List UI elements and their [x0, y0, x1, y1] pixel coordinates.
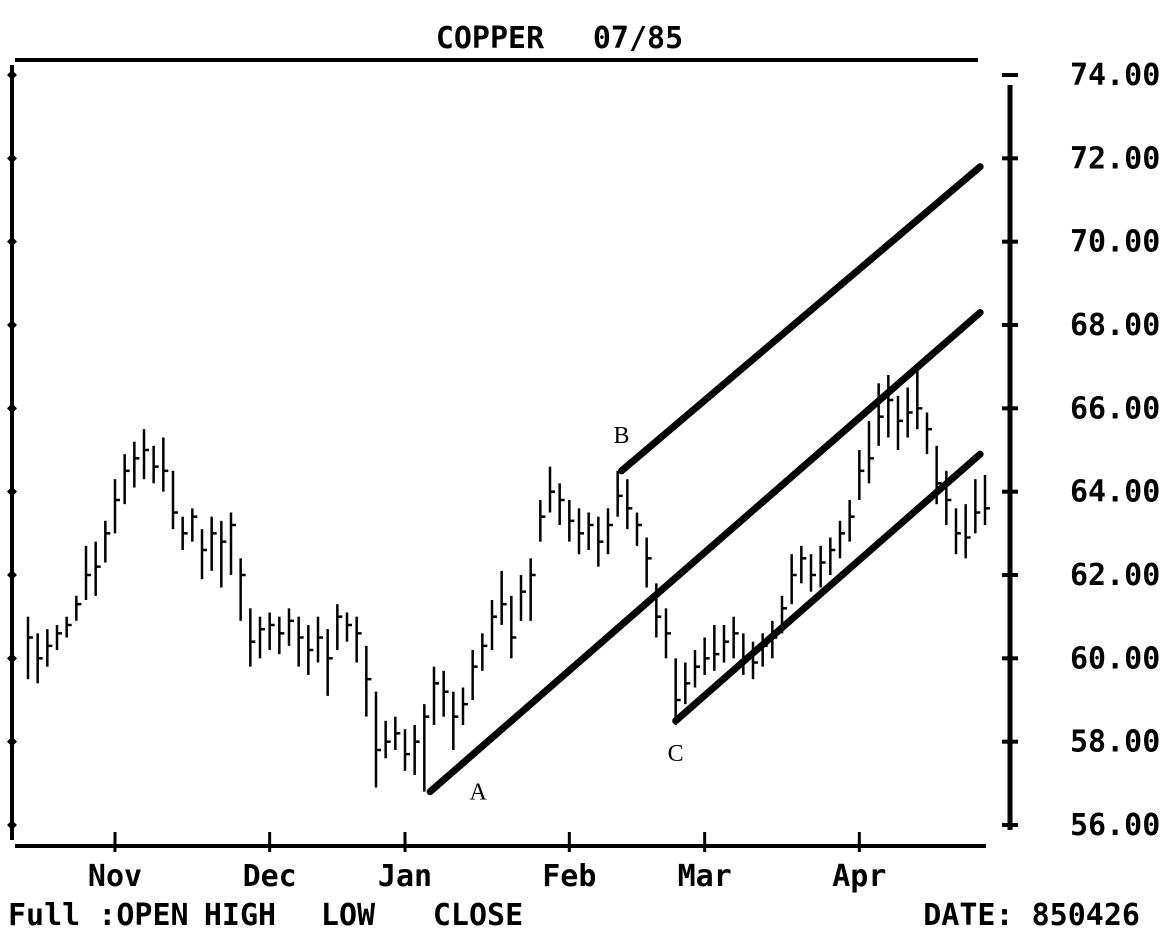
y-tick-label: 62.00	[1070, 558, 1160, 593]
date-label: DATE: 850426	[923, 898, 1140, 933]
trend-line	[672, 450, 984, 725]
legend-entry: HIGH	[204, 898, 276, 933]
y-tick-label: 64.00	[1070, 475, 1160, 510]
legend-entry: LOW	[321, 898, 376, 933]
y-tick-diamond	[7, 320, 17, 330]
trend-label: C	[668, 741, 684, 767]
y-tick-label: 70.00	[1070, 225, 1160, 260]
y-tick-diamond	[7, 70, 17, 80]
y-tick-diamond	[7, 570, 17, 580]
y-tick-diamond	[7, 486, 17, 497]
footer-prefix: Full :OPEN	[8, 898, 189, 933]
y-tick-label: 66.00	[1070, 391, 1160, 426]
y-tick-label: 58.00	[1070, 725, 1160, 760]
x-tick-label: Feb	[542, 859, 596, 894]
y-tick-label: 74.00	[1070, 58, 1160, 93]
chart-subtitle: 07/85	[593, 21, 683, 56]
y-tick-diamond	[7, 153, 17, 164]
trend-line	[426, 309, 984, 796]
x-tick-label: Jan	[378, 859, 432, 894]
y-tick-label: 56.00	[1070, 808, 1160, 843]
y-tick-diamond	[7, 736, 17, 747]
trend-label: A	[469, 780, 487, 806]
y-tick-label: 60.00	[1070, 641, 1160, 676]
trend-label: B	[614, 423, 630, 449]
y-tick-label: 72.00	[1070, 141, 1160, 176]
y-tick-diamond	[7, 653, 17, 664]
x-tick-label: Nov	[88, 859, 142, 894]
y-tick-diamond	[7, 403, 17, 414]
x-tick-label: Mar	[678, 859, 732, 894]
y-tick-diamond	[7, 236, 17, 247]
y-tick-label: 68.00	[1070, 308, 1160, 343]
y-tick-diamond	[7, 820, 17, 830]
trend-line	[618, 163, 984, 475]
chart-title: COPPER	[436, 21, 545, 56]
x-tick-label: Apr	[832, 859, 886, 894]
x-tick-label: Dec	[243, 859, 297, 894]
legend-entry: CLOSE	[433, 898, 523, 933]
